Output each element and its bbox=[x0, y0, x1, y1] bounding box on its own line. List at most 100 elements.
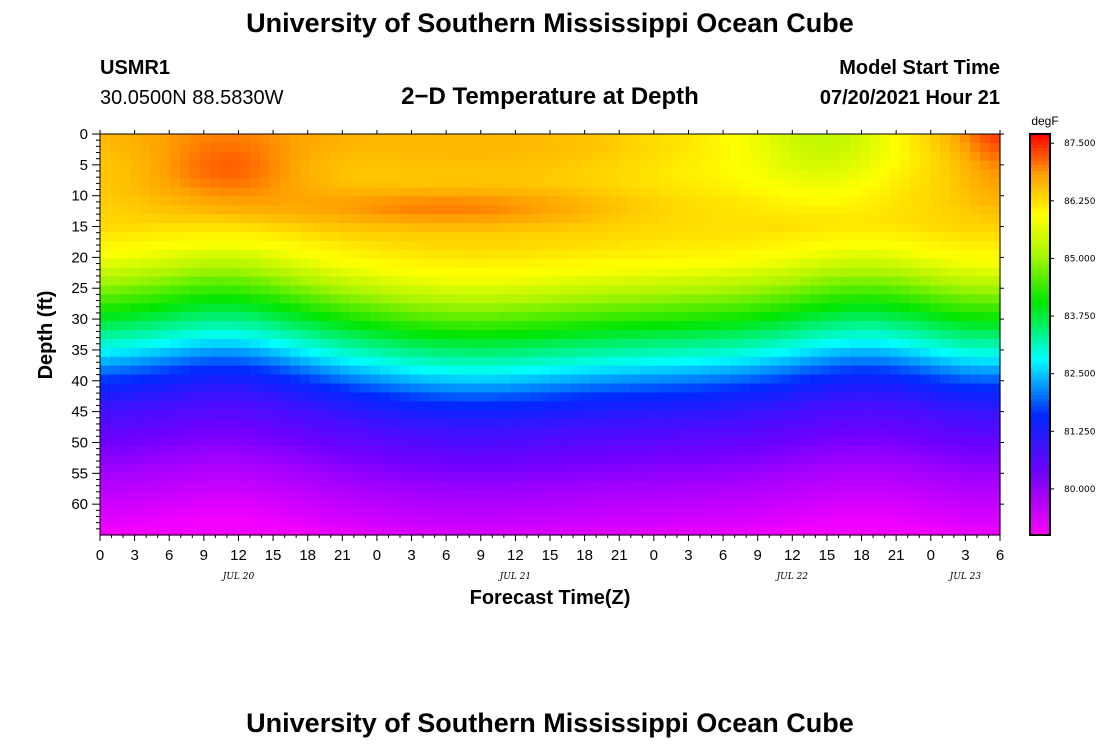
heatmap-cell bbox=[840, 169, 851, 180]
heatmap-cell bbox=[630, 526, 641, 536]
heatmap-cell bbox=[200, 347, 211, 358]
heatmap-cell bbox=[770, 445, 781, 456]
heatmap-cell bbox=[570, 472, 581, 483]
heatmap-cell bbox=[510, 169, 521, 180]
heatmap-cell bbox=[960, 454, 971, 465]
heatmap-cell bbox=[480, 249, 491, 260]
colorbar-segment bbox=[1030, 428, 1050, 433]
heatmap-cell bbox=[790, 249, 801, 260]
heatmap-cell bbox=[960, 436, 971, 447]
heatmap-cell bbox=[210, 258, 221, 269]
heatmap-cell bbox=[100, 196, 111, 206]
x-tick-label: 3 bbox=[407, 547, 415, 564]
heatmap-cell bbox=[130, 419, 141, 429]
heatmap-cell bbox=[600, 347, 611, 358]
heatmap-cell bbox=[470, 419, 481, 429]
heatmap-cell bbox=[970, 178, 981, 189]
heatmap-cell bbox=[790, 294, 801, 304]
heatmap-cell bbox=[150, 134, 161, 144]
heatmap-cell bbox=[410, 454, 421, 465]
heatmap-cell bbox=[480, 526, 491, 536]
heatmap-cell bbox=[480, 356, 491, 367]
x-tick-label: 18 bbox=[299, 547, 316, 564]
heatmap-cell bbox=[150, 187, 161, 197]
heatmap-cell bbox=[690, 214, 701, 224]
heatmap-cell bbox=[460, 445, 471, 456]
heatmap-cell bbox=[800, 240, 811, 251]
heatmap-cell bbox=[460, 454, 471, 465]
heatmap-cell bbox=[410, 214, 421, 224]
heatmap-cell bbox=[210, 205, 221, 215]
heatmap-cell bbox=[580, 347, 591, 358]
heatmap-cell bbox=[430, 374, 441, 385]
heatmap-cell bbox=[390, 338, 401, 349]
heatmap-cell bbox=[990, 401, 1001, 411]
heatmap-cell bbox=[670, 258, 681, 269]
heatmap-cell bbox=[380, 392, 391, 402]
heatmap-cell bbox=[260, 240, 271, 251]
heatmap-cell bbox=[230, 445, 241, 456]
heatmap-cell bbox=[710, 401, 721, 411]
heatmap-cell bbox=[780, 294, 791, 304]
heatmap-cell bbox=[950, 472, 961, 483]
heatmap-cell bbox=[540, 374, 551, 385]
heatmap-cell bbox=[300, 187, 311, 197]
heatmap-cell bbox=[180, 508, 191, 518]
heatmap-cell bbox=[930, 205, 941, 215]
heatmap-cell bbox=[970, 499, 981, 509]
heatmap-cell bbox=[430, 276, 441, 287]
heatmap-cell bbox=[810, 223, 821, 233]
heatmap-cell bbox=[760, 285, 771, 295]
heatmap-cell bbox=[170, 463, 181, 474]
heatmap-cell bbox=[320, 481, 331, 492]
heatmap-cell bbox=[400, 240, 411, 251]
heatmap-cell bbox=[480, 142, 491, 153]
heatmap-cell bbox=[520, 187, 531, 197]
heatmap-cell bbox=[920, 196, 931, 206]
heatmap-cell bbox=[510, 205, 521, 215]
heatmap-cell bbox=[410, 196, 421, 206]
heatmap-cell bbox=[100, 267, 111, 278]
heatmap-cell bbox=[580, 240, 591, 251]
heatmap-cell bbox=[200, 196, 211, 206]
heatmap-cell bbox=[350, 490, 361, 500]
heatmap-cell bbox=[100, 365, 111, 376]
heatmap-cell bbox=[190, 445, 201, 456]
heatmap-cell bbox=[760, 490, 771, 500]
heatmap-cell bbox=[210, 472, 221, 483]
heatmap-cell bbox=[170, 508, 181, 518]
heatmap-cell bbox=[470, 205, 481, 215]
heatmap-cell bbox=[110, 196, 121, 206]
heatmap-cell bbox=[360, 356, 371, 367]
heatmap-cell bbox=[600, 445, 611, 456]
heatmap-cell bbox=[600, 294, 611, 304]
heatmap-cell bbox=[470, 267, 481, 278]
heatmap-cell bbox=[430, 330, 441, 340]
heatmap-cell bbox=[920, 249, 931, 260]
heatmap-cell bbox=[500, 526, 511, 536]
colorbar-segment bbox=[1030, 150, 1050, 155]
heatmap-cell bbox=[680, 169, 691, 180]
heatmap-cell bbox=[810, 481, 821, 492]
heatmap-cell bbox=[740, 312, 751, 322]
heatmap-cell bbox=[770, 365, 781, 376]
heatmap-cell bbox=[340, 258, 351, 269]
heatmap-cell bbox=[360, 338, 371, 349]
heatmap-cell bbox=[620, 187, 631, 197]
heatmap-cell bbox=[100, 205, 111, 215]
colorbar-segment bbox=[1030, 190, 1050, 195]
heatmap-cell bbox=[200, 142, 211, 153]
heatmap-cell bbox=[390, 517, 401, 527]
colorbar: degF 87.50086.25085.00083.75082.50081.25… bbox=[1029, 114, 1096, 536]
heatmap-cell bbox=[280, 267, 291, 278]
heatmap-cell bbox=[970, 454, 981, 465]
heatmap-cell bbox=[810, 134, 821, 144]
heatmap-cell bbox=[410, 223, 421, 233]
heatmap-cell bbox=[390, 508, 401, 518]
heatmap-cell bbox=[200, 356, 211, 367]
heatmap-cell bbox=[330, 365, 341, 376]
heatmap-cell bbox=[800, 419, 811, 429]
heatmap-cell bbox=[840, 517, 851, 527]
heatmap-cell bbox=[230, 436, 241, 447]
heatmap-cell bbox=[230, 232, 241, 242]
